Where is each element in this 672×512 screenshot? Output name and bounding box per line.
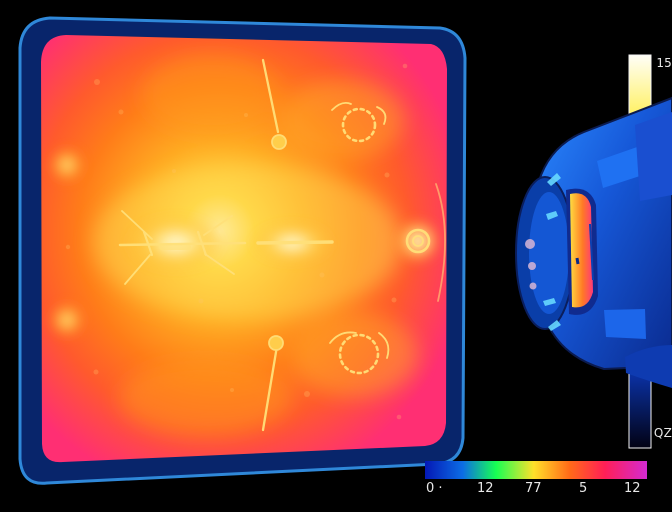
vertical-scale-top-label: 15 bbox=[656, 56, 672, 70]
horizontal-scale-labels: 0 · 12 77 5 12 bbox=[422, 481, 652, 499]
thermal-display-panel bbox=[18, 16, 467, 485]
horizontal-scale-label-4: 12 bbox=[624, 481, 641, 496]
horizontal-scale-label-0: 0 · bbox=[426, 481, 443, 496]
horizontal-scale-label-3: 5 bbox=[579, 481, 588, 496]
thermal-camera bbox=[515, 96, 672, 388]
horizontal-color-scale-bar bbox=[425, 461, 647, 479]
vertical-scale-bottom-label: QZ bbox=[653, 426, 672, 440]
horizontal-scale-label-1: 12 bbox=[477, 481, 494, 496]
horizontal-scale-label-2: 77 bbox=[525, 481, 542, 496]
